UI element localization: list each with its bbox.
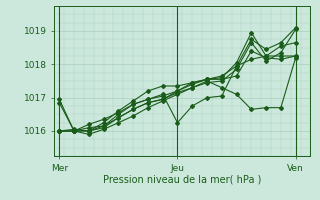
X-axis label: Pression niveau de la mer( hPa ): Pression niveau de la mer( hPa ) <box>103 174 261 184</box>
